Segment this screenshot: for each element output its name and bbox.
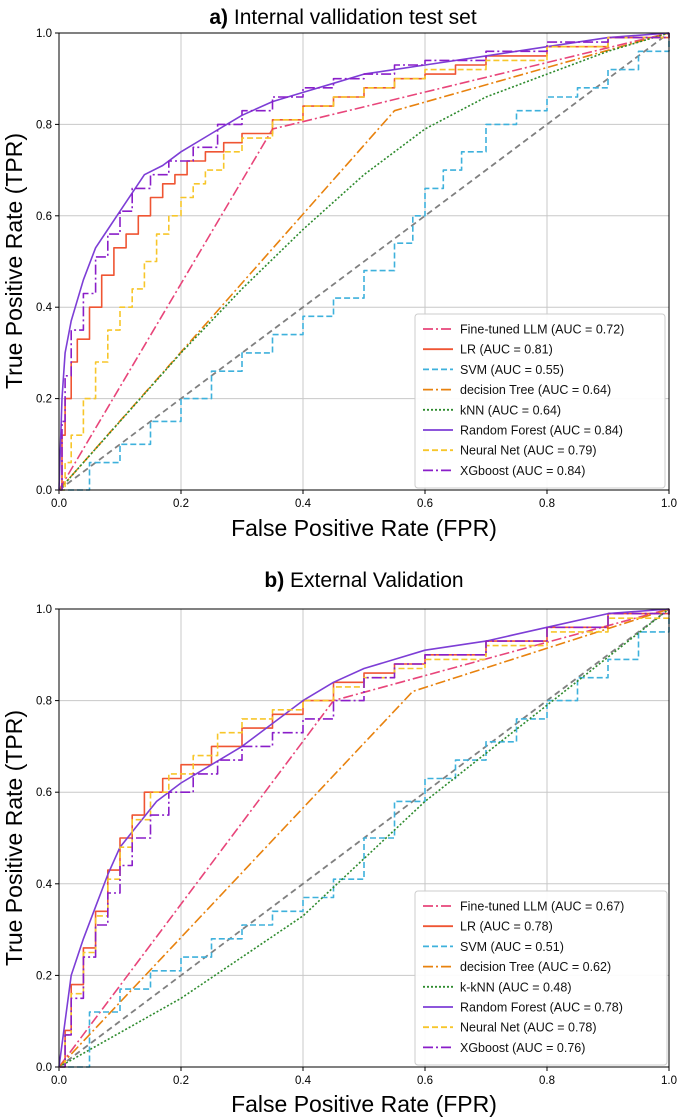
- panel-a-curve-5: [58, 32, 670, 491]
- panel-b-ticks: 0.0 0.2 0.4 0.6 0.8 1.0 0.0 0.2 0.4 0.6 0.8 1.0: [36, 604, 677, 1087]
- panel-a-y-tick-label-3: 0.6: [36, 211, 52, 223]
- panel-a-legend-label-6: Neural Net (AUC = 0.79): [460, 444, 597, 458]
- panel-b-curve-4: [58, 608, 670, 1068]
- panel-b-legend-label-0: Fine-tuned LLM (AUC = 0.67): [460, 900, 624, 914]
- panel-b-y-axis-label: True Positive Rate (TPR): [1, 710, 27, 966]
- panel-a-legend-label-4: kNN (AUC = 0.64): [460, 403, 561, 417]
- panel-b-x-tick-label-1: 0.2: [173, 1075, 189, 1087]
- panel-a-y-tick-label-2: 0.4: [36, 302, 53, 314]
- panel-a-legend-label-7: XGboost (AUC = 0.84): [460, 464, 585, 478]
- panel-a-curve-6: [59, 33, 670, 491]
- panel-a-x-tick-label-2: 0.4: [295, 498, 312, 510]
- panel-a-curves: [58, 32, 670, 491]
- panel-a-curve-7: [59, 33, 670, 491]
- panel-b-legend-label-4: k-kNN (AUC = 0.48): [460, 980, 571, 994]
- panel-a-x-tick-label-5: 1.0: [661, 498, 677, 510]
- panel-a-y-tick-label-4: 0.8: [36, 119, 52, 131]
- panel-b-y-tick-label-3: 0.6: [36, 787, 52, 799]
- panel-a-legend-label-5: Random Forest (AUC = 0.84): [460, 424, 623, 438]
- panel-b-x-tick-label-5: 1.0: [661, 1075, 677, 1087]
- panel-a-ticks: 0.0 0.2 0.4 0.6 0.8 1.0 0.0 0.2 0.4 0.6 0.8 1.0: [36, 28, 677, 510]
- panel-a-title: a) Internal vallidation test set: [209, 6, 476, 29]
- panel-b-y-tick-label-2: 0.4: [36, 879, 53, 891]
- panel-a-legend-label-2: SVM (AUC = 0.55): [460, 363, 564, 377]
- panel-a-x-axis-label: False Positive Rate (FPR): [231, 515, 497, 541]
- panel-a-title-prefix: a): [209, 6, 228, 29]
- panel-b-legend-label-5: Random Forest (AUC = 0.78): [460, 1001, 623, 1015]
- panel-a-x-tick-label-3: 0.6: [417, 498, 433, 510]
- panel-a-legend-box: [414, 313, 666, 489]
- panel-b-title-text: External Validation: [290, 569, 464, 592]
- panel-b-y-tick-label-1: 0.2: [36, 970, 52, 982]
- panel-b-legend-label-2: SVM (AUC = 0.51): [460, 940, 564, 954]
- panel-a-y-tick-label-0: 0.0: [36, 485, 52, 497]
- panel-b-title-prefix: b): [264, 569, 284, 592]
- panel-a-legend-label-1: LR (AUC = 0.81): [460, 343, 553, 357]
- panel-b-curve-7: [59, 609, 670, 1068]
- panel-b-x-tick-label-4: 0.8: [539, 1075, 555, 1087]
- panel-b-curve-2: [59, 609, 670, 1068]
- panel-a-y-tick-label-1: 0.2: [36, 394, 52, 406]
- panel-a-x-tick-label-1: 0.2: [173, 498, 189, 510]
- panel-a-legend-label-0: Fine-tuned LLM (AUC = 0.72): [460, 323, 624, 337]
- panel-b-title: b) External Validation: [264, 569, 463, 592]
- panel-a-legend-label-3: decision Tree (AUC = 0.64): [460, 383, 611, 397]
- panel-b-y-tick-label-5: 1.0: [36, 604, 52, 616]
- panel-b-curves: [58, 608, 670, 1068]
- panel-a-x-tick-label-0: 0.0: [51, 498, 67, 510]
- panel-b-curve-5: [58, 608, 670, 1068]
- panel-b-legend-label-1: LR (AUC = 0.78): [460, 920, 553, 934]
- panel-a-curve-2: [59, 33, 670, 491]
- panel-b-x-tick-label-2: 0.4: [295, 1075, 312, 1087]
- panel-a-y-tick-label-5: 1.0: [36, 28, 52, 40]
- panel-b-plot-frame: [58, 608, 670, 1068]
- panel-b-legend: Fine-tuned LLM (AUC = 0.67) LR (AUC = 0.7…: [414, 890, 668, 1066]
- panel-b-legend-label-3: decision Tree (AUC = 0.62): [460, 960, 611, 974]
- panel-a-curve-1: [59, 33, 670, 491]
- panel-a: a) Internal vallidation test set 0.0 0.2 0…: [1, 6, 677, 541]
- panel-b-legend-box: [414, 890, 668, 1066]
- panel-b: b) External Validation 0.0 0.2 0.4 0.6 0.8 1.…: [1, 569, 677, 1117]
- panel-a-curve-4: [58, 32, 670, 491]
- panel-a-chance-diagonal: [58, 32, 670, 491]
- panel-a-y-axis-label: True Positive Rate (TPR): [1, 133, 27, 389]
- panel-b-x-tick-label-0: 0.0: [51, 1075, 67, 1087]
- panel-b-x-tick-label-3: 0.6: [417, 1075, 433, 1087]
- panel-a-x-tick-label-4: 0.8: [539, 498, 555, 510]
- panel-b-y-tick-label-0: 0.0: [36, 1062, 52, 1074]
- panel-b-legend-label-6: Neural Net (AUC = 0.78): [460, 1021, 597, 1035]
- panel-b-curve-3: [58, 608, 670, 1068]
- panel-a-legend: Fine-tuned LLM (AUC = 0.72) LR (AUC = 0.8…: [414, 313, 666, 489]
- panel-b-y-tick-label-4: 0.8: [36, 696, 52, 708]
- panel-b-x-axis-label: False Positive Rate (FPR): [231, 1091, 497, 1117]
- panel-b-legend-label-7: XGboost (AUC = 0.76): [460, 1041, 585, 1055]
- panel-a-plot-frame: [58, 32, 670, 491]
- panel-a-title-text: Internal vallidation test set: [234, 6, 477, 29]
